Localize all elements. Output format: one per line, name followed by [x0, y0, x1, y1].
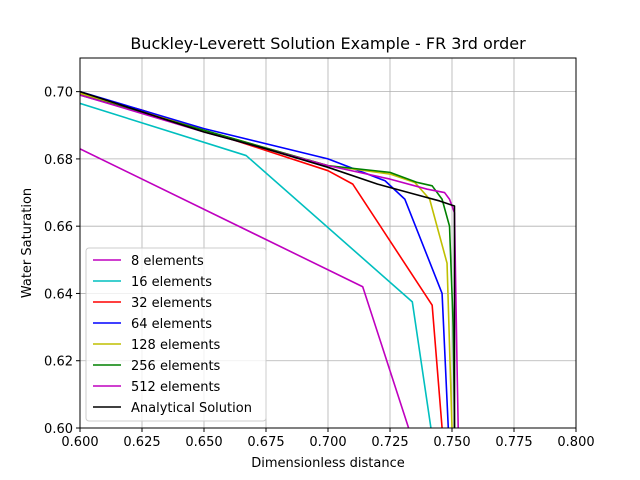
legend-entry: 32 elements — [131, 296, 212, 311]
y-tick-label: 0.60 — [44, 422, 73, 437]
legend-entry: 8 elements — [131, 254, 204, 269]
x-tick-label: 0.700 — [309, 435, 346, 450]
x-tick-label: 0.650 — [185, 435, 222, 450]
chart-title: Buckley-Leverett Solution Example - FR 3… — [130, 34, 526, 53]
x-tick-label: 0.675 — [247, 435, 284, 450]
y-axis-label: Water Saturation — [20, 188, 35, 298]
y-tick-label: 0.64 — [44, 287, 73, 302]
series-line-2 — [80, 102, 432, 428]
y-tick-label: 0.68 — [44, 153, 73, 168]
series-line-6 — [80, 94, 456, 428]
series-line-4 — [80, 90, 450, 428]
series-line-8 — [80, 90, 456, 428]
series-layer — [80, 90, 459, 428]
legend-entry: 512 elements — [131, 380, 221, 395]
legend-entry: 256 elements — [131, 359, 221, 374]
series-line-1 — [80, 148, 410, 428]
legend-entry: 64 elements — [131, 317, 212, 332]
legend: 8 elements 16 elements 32 elements 64 eleme… — [85, 247, 267, 422]
ticks: 0.600 0.625 0.650 0.675 0.700 0.725 0.750 0.775… — [44, 86, 595, 450]
x-tick-label: 0.725 — [371, 435, 408, 450]
legend-entry: Analytical Solution — [131, 401, 252, 416]
x-tick-label: 0.775 — [495, 435, 532, 450]
x-tick-label: 0.600 — [61, 435, 98, 450]
legend-entry: 16 elements — [131, 275, 212, 290]
y-tick-label: 0.62 — [44, 355, 73, 370]
x-tick-label: 0.750 — [433, 435, 470, 450]
legend-box — [85, 247, 267, 422]
y-tick-label: 0.70 — [44, 86, 73, 101]
x-tick-label: 0.800 — [557, 435, 594, 450]
gridlines — [79, 58, 577, 429]
x-axis-label: Dimensionless distance — [251, 456, 404, 471]
legend-entry: 128 elements — [131, 338, 221, 353]
x-tick-label: 0.625 — [123, 435, 160, 450]
y-tick-label: 0.66 — [44, 220, 73, 235]
